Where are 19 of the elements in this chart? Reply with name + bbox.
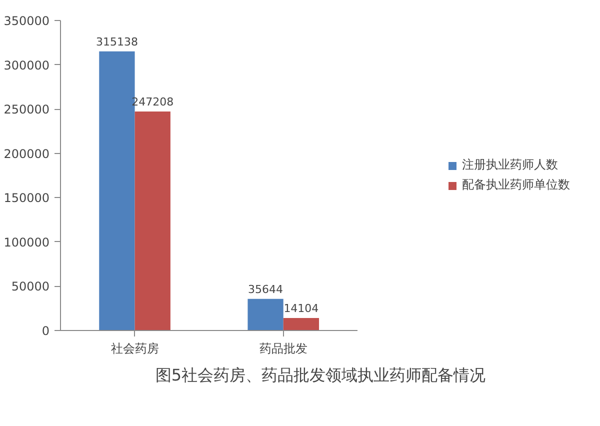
y-tick-label: 250000	[4, 102, 50, 117]
data-label: 35644	[248, 282, 284, 296]
y-tick-label: 0	[42, 324, 50, 338]
x-tick-label: 社会药房	[110, 342, 159, 356]
bar	[248, 298, 284, 330]
y-tick-label: 350000	[4, 14, 50, 28]
bar	[134, 112, 170, 330]
y-tick-label: 300000	[4, 58, 50, 72]
data-label: 315138	[96, 35, 138, 48]
legend-label: 配备执业药师单位数	[462, 176, 570, 194]
text: 图5社会药房、药品批发领域执业药师配备情况	[155, 366, 486, 384]
data-label: 14104	[284, 302, 319, 316]
y-tick-label: 100000	[4, 235, 50, 250]
y-tick-label: 150000	[4, 191, 50, 206]
y-tick-label: 200000	[4, 146, 50, 161]
bar	[283, 318, 320, 330]
legend-label: 注册执业药师人数	[462, 156, 558, 174]
x-tick-label: 药品批发	[259, 342, 308, 356]
y-tick-label: 50000	[11, 280, 50, 294]
